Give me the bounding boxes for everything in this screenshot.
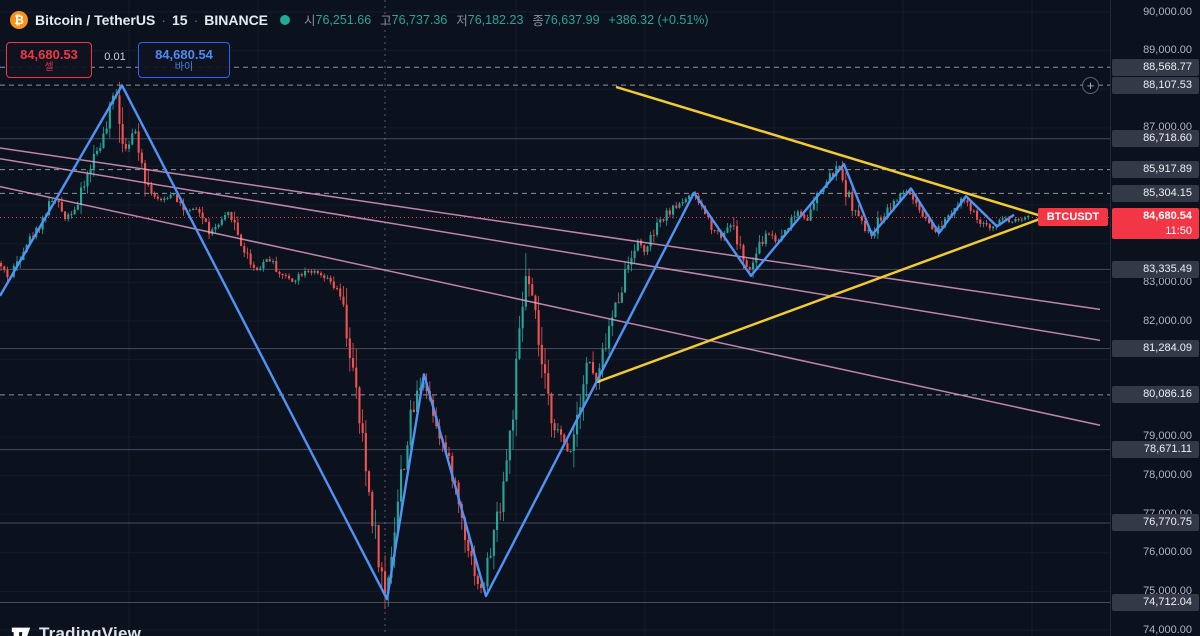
sell-label: 셀 [44,61,54,73]
tradingview-logo[interactable]: TradingView [10,623,141,636]
high-label: 고 [380,14,392,28]
price-axis-label: 75,000.00 [1143,584,1192,597]
blue-zigzag-line [0,84,1015,601]
price-change: +386.32 (+0.51%) [608,12,709,27]
interval-label[interactable]: 15 [171,11,188,28]
close-label: 종 [532,14,544,28]
high-value: 76,737.36 [391,12,448,27]
open-label: 시 [304,14,316,28]
price-axis-label: 90,000.00 [1143,5,1192,18]
close-value: 76,637.99 [543,12,600,27]
buy-button[interactable]: 84,680.54 바이 [138,42,230,78]
drawings-layer [0,84,1101,601]
sell-button[interactable]: 84,680.53 셀 [6,42,92,78]
price-axis-label: 74,712.04 [1112,593,1199,611]
grid-layer [0,0,1110,636]
current-price-value: 84,680.54 [1143,210,1192,223]
price-axis-label: 74,000.00 [1143,623,1192,636]
symbol-legend: ₿ Bitcoin / TetherUS · 15 · BINANCE 시 76,… [10,10,709,29]
trade-panel: 84,680.53 셀 0.01 84,680.54 바이 [6,42,230,78]
price-axis-label: 89,000.00 [1143,44,1192,57]
current-price-symbol-tag: BTCUSDT [1038,208,1108,227]
price-axis-label: 80,086.16 [1112,386,1199,404]
price-axis-label: 83,335.49 [1112,260,1199,278]
candlestick-chart[interactable] [0,0,1110,636]
exchange-label[interactable]: BINANCE [204,11,269,28]
buy-label: 바이 [174,61,194,73]
tradingview-logo-icon [10,623,32,636]
price-axis[interactable]: 90,000.00 89,000.00 88,568.77 88,107.53 87,0… [1110,0,1200,636]
price-axis-label: 78,000.00 [1143,469,1192,481]
yellow-triangle-lower [596,215,1046,384]
price-axis-label: 85,304.15 [1112,184,1199,202]
price-axis-label: 81,284.09 [1112,340,1199,358]
pink-trendline [0,185,1101,427]
candles-layer [0,81,1030,609]
spread-value: 0.01 [104,51,126,63]
price-axis-label: 86,718.60 [1112,130,1199,148]
price-axis-label: 79,000.00 [1143,430,1192,443]
legend-separator: · [161,11,166,28]
price-axis-label: 83,000.00 [1143,275,1192,288]
market-status-icon[interactable] [280,14,291,25]
bitcoin-icon: ₿ [10,10,28,29]
low-label: 저 [456,14,468,28]
level-lines-layer [0,66,1110,603]
low-value: 76,182.23 [467,12,524,27]
tradingview-logo-text: TradingView [39,624,142,636]
bar-countdown: 11:50 [1165,225,1192,238]
price-axis-label: 85,917.89 [1112,161,1199,179]
buy-price: 84,680.54 [155,46,213,62]
pink-trendline [0,147,1101,311]
price-axis-label: 76,770.75 [1112,514,1199,532]
current-price-axis-badge: 84,680.54 11:50 [1112,208,1199,240]
open-value: 76,251.66 [315,12,372,27]
ohlc-readout: 시 76,251.66 고 76,737.36 저 76,182.23 종 76,637… [304,10,600,29]
legend-separator: · [193,11,199,28]
chart-canvas[interactable]: ₿ Bitcoin / TetherUS · 15 · BINANCE 시 76,… [0,0,1110,636]
add-order-plus-icon[interactable]: + [1082,76,1099,94]
price-axis-label: 88,568.77 [1112,58,1199,76]
pink-trendline [0,158,1101,342]
price-axis-label: 82,000.00 [1143,314,1192,327]
yellow-triangle-upper [615,85,1046,219]
symbol-title[interactable]: Bitcoin / TetherUS [35,11,156,28]
price-axis-label: 78,671.11 [1112,441,1199,459]
price-axis-label: 88,107.53 [1112,76,1199,94]
price-axis-label: 76,000.00 [1143,546,1192,559]
sell-price: 84,680.53 [20,46,78,62]
